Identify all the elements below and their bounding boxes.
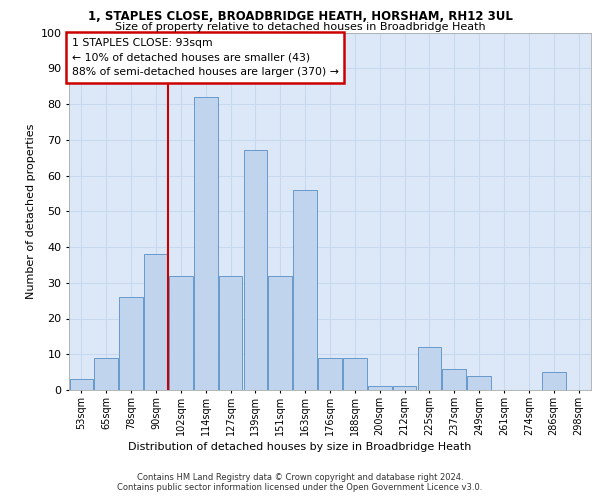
Bar	[442, 368, 466, 390]
Bar	[318, 358, 342, 390]
Text: Distribution of detached houses by size in Broadbridge Heath: Distribution of detached houses by size …	[128, 442, 472, 452]
Bar	[268, 276, 292, 390]
Bar	[467, 376, 491, 390]
Bar	[70, 380, 93, 390]
Bar	[194, 97, 218, 390]
Bar	[368, 386, 392, 390]
Text: Contains HM Land Registry data © Crown copyright and database right 2024.: Contains HM Land Registry data © Crown c…	[137, 472, 463, 482]
Bar	[94, 358, 118, 390]
Bar	[293, 190, 317, 390]
Bar	[169, 276, 193, 390]
Text: Size of property relative to detached houses in Broadbridge Heath: Size of property relative to detached ho…	[115, 22, 485, 32]
Bar	[418, 347, 441, 390]
Text: 1, STAPLES CLOSE, BROADBRIDGE HEATH, HORSHAM, RH12 3UL: 1, STAPLES CLOSE, BROADBRIDGE HEATH, HOR…	[88, 10, 512, 23]
Y-axis label: Number of detached properties: Number of detached properties	[26, 124, 36, 299]
Text: Contains public sector information licensed under the Open Government Licence v3: Contains public sector information licen…	[118, 484, 482, 492]
Text: 1 STAPLES CLOSE: 93sqm
← 10% of detached houses are smaller (43)
88% of semi-det: 1 STAPLES CLOSE: 93sqm ← 10% of detached…	[71, 38, 338, 78]
Bar	[343, 358, 367, 390]
Bar	[393, 386, 416, 390]
Bar	[144, 254, 168, 390]
Bar	[244, 150, 267, 390]
Bar	[219, 276, 242, 390]
Bar	[542, 372, 566, 390]
Bar	[119, 297, 143, 390]
